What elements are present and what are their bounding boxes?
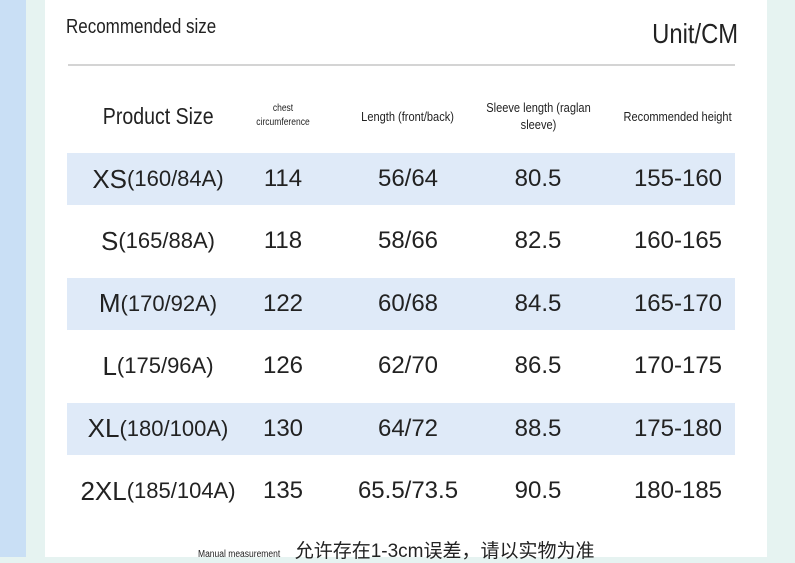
cell-value: 60/68 [377, 289, 439, 317]
cell-value: 86.5 [514, 352, 562, 380]
table-cell: 88.5 [476, 409, 601, 449]
cell-value: 180-185 [633, 477, 723, 504]
column-header-text: Sleeve length (raglan sleeve) [485, 100, 591, 132]
table-cell: 90.5 [476, 471, 601, 511]
size-spec: (180/100A) [119, 415, 229, 441]
table-cell: 165-170 [608, 284, 748, 324]
title: Recommended size [66, 16, 217, 38]
cell-value: 114 [263, 165, 303, 192]
size-label: XL [87, 413, 120, 444]
size-label: XS [92, 163, 128, 194]
size-spec: (165/88A) [118, 228, 215, 254]
cell-value: 82.5 [514, 227, 562, 255]
column-header-text: chest circumference [256, 103, 310, 128]
table-cell: 114 [238, 159, 328, 199]
row-stripe [67, 402, 735, 455]
table-cell: 155-160 [608, 159, 748, 199]
column-header: Recommended height [608, 88, 748, 144]
cell-value: 90.5 [514, 477, 562, 504]
table-cell: 135 [238, 471, 328, 511]
cell-value: 65.5/73.5 [357, 477, 459, 504]
size-spec: (175/96A) [116, 353, 214, 379]
size-label: S [101, 225, 119, 256]
column-header: Length (front/back) [338, 88, 478, 144]
footer-note: 允许存在1-3cm误差，请以实物为准 [294, 541, 595, 562]
cell-value: 160-165 [633, 227, 723, 255]
table-cell: 126 [238, 346, 328, 386]
row-stripe [67, 153, 735, 205]
table-cell: 60/68 [338, 284, 478, 324]
cell-value: 175-180 [633, 414, 723, 442]
table-cell: 130 [238, 409, 328, 449]
cell-value: 64/72 [377, 414, 439, 442]
table-cell: 65.5/73.5 [338, 471, 478, 511]
unit: Unit/CM [652, 18, 738, 49]
column-header-text: Length (front/back) [361, 108, 455, 124]
size-spec: (160/84A) [127, 166, 224, 191]
cell-value: 130 [262, 414, 304, 442]
table-cell: 180-185 [608, 471, 748, 511]
cell-value: 84.5 [514, 289, 562, 317]
size-label: M [98, 288, 121, 319]
footer: Manual measurement 允许存在1-3cm误差，请以实物为准 [198, 536, 595, 563]
cell-value: 118 [263, 227, 303, 255]
table-cell: 118 [238, 221, 328, 261]
row-stripe [67, 277, 735, 330]
table-cell: XS (160/84A) [48, 159, 268, 199]
size-spec: (185/104A) [126, 478, 236, 503]
cell-value: 88.5 [514, 414, 562, 442]
column-header: Sleeve length (raglan sleeve) [476, 88, 601, 144]
table-cell: S (165/88A) [48, 221, 268, 261]
cell-value: 126 [262, 352, 304, 380]
table-cell: 62/70 [338, 346, 478, 386]
table-cell: 160-165 [608, 221, 748, 261]
table-cell: 80.5 [476, 159, 601, 199]
table-cell: 175-180 [608, 409, 748, 449]
table-cell: 84.5 [476, 284, 601, 324]
column-header-text: Recommended height [623, 108, 733, 124]
table-cell: XL (180/100A) [48, 409, 268, 449]
size-label: L [102, 350, 117, 381]
table-cell: 122 [238, 284, 328, 324]
table-cell: 58/66 [338, 221, 478, 261]
cell-value: 170-175 [633, 352, 723, 380]
table-cell: 64/72 [338, 409, 478, 449]
table-cell: L (175/96A) [48, 346, 268, 386]
column-header-text: Product Size [102, 102, 214, 129]
cell-value: 122 [262, 289, 304, 317]
cell-value: 155-160 [633, 165, 723, 192]
cell-value: 58/66 [377, 227, 439, 255]
footer-label: Manual measurement [198, 549, 281, 560]
table-cell: 2XL (185/104A) [48, 471, 268, 511]
cell-value: 80.5 [514, 165, 562, 192]
divider [68, 64, 735, 66]
cell-value: 165-170 [633, 289, 723, 317]
cell-value: 62/70 [377, 352, 439, 380]
size-label: 2XL [80, 475, 127, 506]
column-header: chest circumference [238, 88, 328, 144]
column-header: Product Size [68, 88, 248, 144]
size-spec: (170/92A) [120, 290, 218, 316]
left-strip [0, 0, 26, 557]
table-cell: 82.5 [476, 221, 601, 261]
cell-value: 56/64 [377, 165, 439, 192]
table-cell: 170-175 [608, 346, 748, 386]
cell-value: 135 [262, 477, 304, 504]
table-cell: 86.5 [476, 346, 601, 386]
table-cell: 56/64 [338, 159, 478, 199]
table-cell: M (170/92A) [48, 284, 268, 324]
